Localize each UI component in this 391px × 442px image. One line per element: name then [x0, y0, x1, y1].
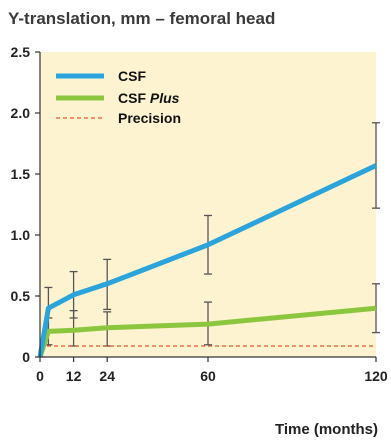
- y-tick-label: 0: [22, 349, 30, 365]
- x-axis-label: Time (months): [275, 421, 378, 438]
- axes: 0 0.5 1.0 1.5 2.0 2.5 0 12 24 60 120: [11, 44, 388, 384]
- series-lines: [37, 163, 378, 358]
- x-tick-label: 24: [99, 368, 115, 384]
- y-tick-label: 0.5: [11, 288, 31, 304]
- legend-label-csf: CSF: [118, 68, 146, 84]
- legend-label-csf-plus: CSF Plus: [118, 90, 180, 106]
- series-line-csf-plus: [37, 305, 377, 358]
- x-tick-label: 60: [200, 368, 216, 384]
- legend-label-csf-plus-prefix: CSF: [118, 90, 150, 106]
- y-tick-label: 1.5: [11, 166, 31, 182]
- y-tick-label: 2.5: [11, 44, 31, 60]
- x-tick-label: 0: [36, 368, 44, 384]
- chart-title: Y-translation, mm – femoral head: [8, 9, 275, 28]
- legend: CSF CSF Plus Precision: [56, 68, 181, 126]
- series-line-csf: [37, 163, 378, 358]
- x-tick-label: 120: [364, 368, 388, 384]
- x-tick-label: 12: [66, 368, 82, 384]
- y-tick-label: 2.0: [11, 105, 31, 121]
- y-tick-label: 1.0: [11, 227, 31, 243]
- legend-label-csf-plus-suffix: Plus: [150, 90, 180, 106]
- legend-label-precision: Precision: [118, 110, 181, 126]
